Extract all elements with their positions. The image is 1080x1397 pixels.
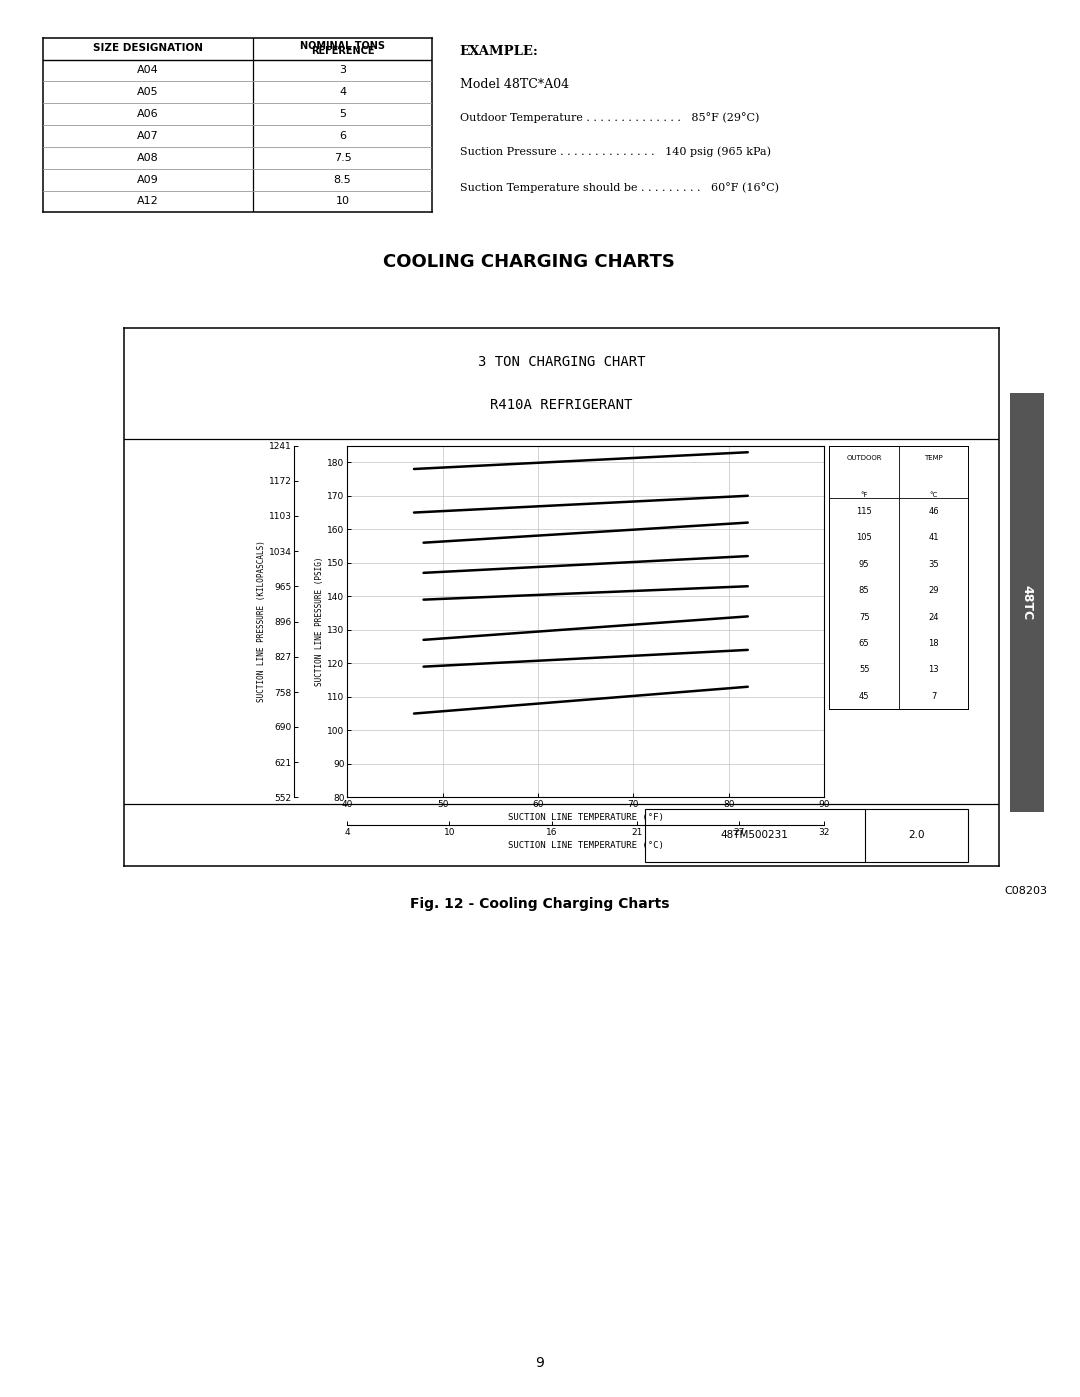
- Text: COOLING CHARGING CHARTS: COOLING CHARGING CHARTS: [383, 253, 675, 271]
- Text: 55: 55: [859, 665, 869, 675]
- Text: 45: 45: [859, 692, 869, 701]
- Text: NOMINAL TONS: NOMINAL TONS: [300, 41, 386, 52]
- Text: R410A REFRIGERANT: R410A REFRIGERANT: [490, 398, 633, 412]
- Text: 2.0: 2.0: [908, 830, 924, 840]
- Text: 4: 4: [339, 87, 346, 98]
- Text: REFERENCE: REFERENCE: [311, 46, 375, 56]
- Text: 18: 18: [929, 638, 939, 648]
- Text: 115: 115: [856, 507, 872, 515]
- Text: 6: 6: [339, 131, 346, 141]
- Text: 46: 46: [929, 507, 939, 515]
- Text: °F: °F: [861, 492, 868, 497]
- Text: 35: 35: [929, 560, 939, 569]
- Text: 95: 95: [859, 560, 869, 569]
- Text: 65: 65: [859, 638, 869, 648]
- Text: TEMP: TEMP: [924, 455, 943, 461]
- Text: 29: 29: [929, 587, 939, 595]
- Text: 48TC: 48TC: [1021, 585, 1034, 620]
- Text: 3: 3: [339, 66, 346, 75]
- Text: Outdoor Temperature . . . . . . . . . . . . . .   85°F (29°C): Outdoor Temperature . . . . . . . . . . …: [460, 113, 759, 123]
- Text: 7.5: 7.5: [334, 152, 351, 163]
- Text: 75: 75: [859, 612, 869, 622]
- Text: 24: 24: [929, 612, 939, 622]
- Text: 8.5: 8.5: [334, 175, 351, 184]
- Text: Fig. 12 - Cooling Charging Charts: Fig. 12 - Cooling Charging Charts: [410, 897, 670, 911]
- Text: EXAMPLE:: EXAMPLE:: [460, 45, 539, 59]
- Y-axis label: SUCTION LINE PRESSURE (KILOPASCALS): SUCTION LINE PRESSURE (KILOPASCALS): [257, 541, 266, 703]
- Text: C08203: C08203: [1004, 886, 1048, 895]
- Text: A06: A06: [137, 109, 159, 119]
- Text: A09: A09: [137, 175, 159, 184]
- Text: A08: A08: [137, 152, 159, 163]
- Text: 5: 5: [339, 109, 346, 119]
- Text: A05: A05: [137, 87, 159, 98]
- Text: A07: A07: [137, 131, 159, 141]
- Bar: [645, 809, 969, 862]
- Text: 105: 105: [856, 534, 872, 542]
- Text: Suction Temperature should be . . . . . . . . .   60°F (16°C): Suction Temperature should be . . . . . …: [460, 183, 779, 193]
- Text: OUTDOOR: OUTDOOR: [847, 455, 882, 461]
- Text: 9: 9: [536, 1355, 544, 1370]
- Text: 7: 7: [931, 692, 936, 701]
- Y-axis label: SUCTION LINE PRESSURE (PSIG): SUCTION LINE PRESSURE (PSIG): [315, 556, 324, 686]
- Text: °C: °C: [930, 492, 937, 497]
- X-axis label: SUCTION LINE TEMPERATURE (°C): SUCTION LINE TEMPERATURE (°C): [508, 841, 663, 849]
- Text: 3 TON CHARGING CHART: 3 TON CHARGING CHART: [477, 355, 646, 369]
- Text: Suction Pressure . . . . . . . . . . . . . .   140 psig (965 kPa): Suction Pressure . . . . . . . . . . . .…: [460, 145, 770, 156]
- Text: 48TM500231: 48TM500231: [720, 830, 788, 840]
- Text: A04: A04: [137, 66, 159, 75]
- Text: 41: 41: [929, 534, 939, 542]
- X-axis label: SUCTION LINE TEMPERATURE (°F): SUCTION LINE TEMPERATURE (°F): [508, 813, 663, 823]
- Text: 85: 85: [859, 587, 869, 595]
- Text: SIZE DESIGNATION: SIZE DESIGNATION: [93, 42, 203, 53]
- Text: Model 48TC*A04: Model 48TC*A04: [460, 78, 569, 91]
- Text: A12: A12: [137, 197, 159, 207]
- Text: 10: 10: [336, 197, 350, 207]
- Text: 13: 13: [929, 665, 939, 675]
